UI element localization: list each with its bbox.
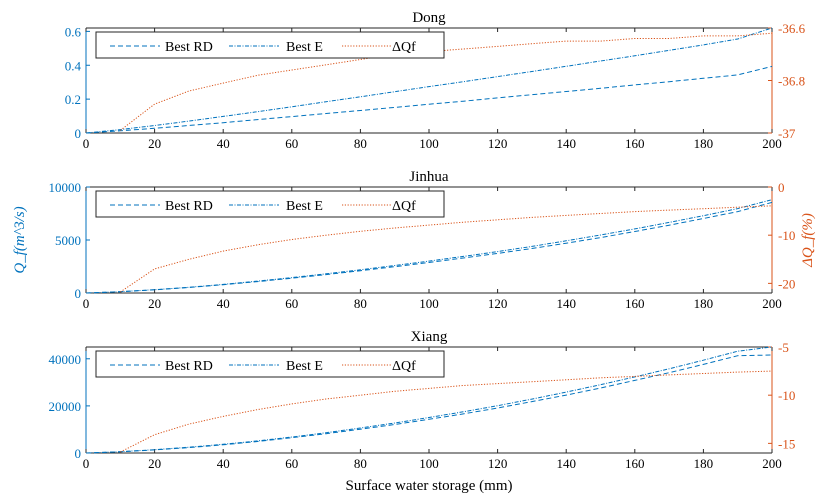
x-tick-label: 20 <box>148 296 161 311</box>
y-left-tick-label: 20000 <box>49 399 82 414</box>
legend-box <box>95 350 445 378</box>
series-line-best-e <box>85 346 773 454</box>
y-right-tick-label: -36.8 <box>778 74 805 89</box>
y-right-tick-label: -37 <box>778 126 796 141</box>
y-right-tick-label: -5 <box>778 340 789 355</box>
series-line-qfdelta-qf <box>120 205 773 293</box>
x-tick-label: 60 <box>285 296 298 311</box>
y-right-tick-label: -15 <box>778 436 795 451</box>
panel-title: Xiang <box>411 329 448 345</box>
x-tick-label: 0 <box>83 456 90 471</box>
x-tick-label: 140 <box>556 136 576 151</box>
x-tick-label: 0 <box>83 296 90 311</box>
x-tick-label: 0 <box>83 136 90 151</box>
panel-title: Jinhua <box>409 169 449 185</box>
x-tick-label: 120 <box>488 456 508 471</box>
y-left-tick-label: 40000 <box>49 352 82 367</box>
y-right-tick-label: -10 <box>778 388 795 403</box>
x-tick-label: 40 <box>217 296 230 311</box>
x-tick-label: 140 <box>556 296 576 311</box>
x-tick-label: 80 <box>354 136 367 151</box>
series-line-best-e <box>85 199 773 294</box>
x-tick-label: 20 <box>148 136 161 151</box>
y-left-tick-label: 0 <box>75 446 82 461</box>
y-right-tick-label: -36.6 <box>778 21 806 36</box>
x-tick-label: 120 <box>488 296 508 311</box>
legend-label: Best RD <box>165 359 213 374</box>
legend-label: ΔQf <box>392 199 416 214</box>
x-tick-label: 200 <box>762 136 782 151</box>
x-tick-label: 80 <box>354 456 367 471</box>
y-right-tick-label: 0 <box>778 180 785 195</box>
x-tick-label: 40 <box>217 136 230 151</box>
series-line-qfdelta-qf <box>119 32 773 131</box>
x-tick-label: 20 <box>148 456 161 471</box>
y-axis-left-label: Q_f(m^3/s) <box>12 206 28 273</box>
legend-label: Best E <box>286 359 323 374</box>
series-line-qfdelta-qf <box>120 370 773 453</box>
x-tick-label: 40 <box>217 456 230 471</box>
x-tick-label: 60 <box>285 136 298 151</box>
x-tick-label: 120 <box>488 136 508 151</box>
x-tick-label: 80 <box>354 296 367 311</box>
y-right-tick-label: -10 <box>778 228 795 243</box>
x-tick-label: 160 <box>625 296 645 311</box>
panel-dong: Dong 0 20 40 60 80 100 120 140 160 180 200 0 0.2 0.4 0.… <box>65 10 806 151</box>
y-left-tick-label: 0 <box>75 286 82 301</box>
x-tick-label: 200 <box>762 296 782 311</box>
y-left-tick-label: 0 <box>75 126 82 141</box>
series-line-best-rd <box>85 65 773 134</box>
legend-label: Best E <box>286 40 323 55</box>
series-line-best-e <box>85 27 773 134</box>
x-tick-label: 100 <box>419 456 439 471</box>
x-tick-label: 100 <box>419 136 439 151</box>
x-axis-label: Surface water storage (mm) <box>345 478 512 494</box>
legend-label: Best RD <box>165 40 213 55</box>
legend-label: Best E <box>286 199 323 214</box>
y-left-tick-label: 5000 <box>55 233 81 248</box>
x-tick-label: 180 <box>694 456 714 471</box>
x-tick-label: 180 <box>694 136 714 151</box>
x-tick-label: 180 <box>694 296 714 311</box>
legend-box <box>95 31 445 59</box>
y-left-tick-label: 0.2 <box>65 92 81 107</box>
panel-xiang: Xiang 0 20 40 60 80 100 120 140 160 180 200 0 20000 40… <box>49 329 796 471</box>
x-tick-label: 160 <box>625 136 645 151</box>
x-tick-label: 160 <box>625 456 645 471</box>
y-left-tick-label: 0.6 <box>65 24 82 39</box>
legend-label: ΔQf <box>392 40 416 55</box>
panel-jinhua: Jinhua 0 20 40 60 80 100 120 140 160 180 200 0 5000 10… <box>49 169 796 311</box>
legend-box <box>95 190 445 218</box>
y-left-tick-label: 0.4 <box>65 58 82 73</box>
y-left-tick-label: 10000 <box>49 180 82 195</box>
x-tick-label: 140 <box>556 456 576 471</box>
x-tick-label: 200 <box>762 456 782 471</box>
panel-title: Dong <box>412 10 446 26</box>
x-tick-label: 60 <box>285 456 298 471</box>
y-right-tick-label: -20 <box>778 276 795 291</box>
legend-label: Best RD <box>165 199 213 214</box>
y-axis-right-label: ΔQ_f(%) <box>800 213 816 268</box>
legend-label: ΔQf <box>392 359 416 374</box>
x-tick-label: 100 <box>419 296 439 311</box>
